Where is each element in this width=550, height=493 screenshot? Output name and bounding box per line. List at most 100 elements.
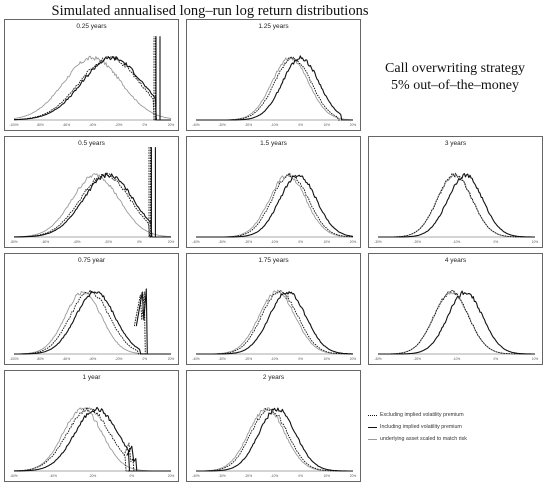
panel-title: 0.75 year — [77, 257, 106, 264]
series-line-und — [13, 407, 171, 472]
x-tick-label: -80% — [10, 240, 18, 244]
panel-plot: -30% -20% -10% 0% 10% — [374, 289, 538, 361]
x-tick-label: -10% — [271, 240, 279, 244]
panel-1-year: -60% -40% -20% 0% 20% 1 year — [4, 370, 179, 482]
x-tick-label: 0% — [298, 240, 303, 244]
series-line-excl — [378, 172, 535, 238]
series-line-und — [196, 173, 353, 238]
x-tick-label: 0% — [143, 357, 148, 361]
series-line-excl — [196, 56, 353, 121]
panel-plot: -30% -20% -10% 0% 10% — [374, 172, 539, 244]
strategy-line-2: 5% out–of–the–money — [391, 78, 519, 93]
panel-4-years: -30% -20% -10% 0% 10% 4 years — [368, 253, 543, 365]
x-tick-label: -40% — [192, 357, 200, 361]
x-tick-label: -40% — [89, 123, 97, 127]
legend-item: Excluding implied volatility premium — [368, 409, 548, 421]
series-line-excl — [196, 289, 353, 355]
x-tick-label: 20% — [350, 123, 357, 127]
x-tick-label: 10% — [324, 357, 331, 361]
series-line-incl — [14, 288, 171, 355]
series-line-und — [196, 407, 353, 472]
x-tick-label: -10% — [271, 123, 279, 127]
x-tick-label: -20% — [115, 357, 123, 361]
legend-label: Including implied volatility premium — [380, 424, 462, 430]
x-tick-label: 10% — [324, 123, 331, 127]
x-tick-label: 0% — [137, 240, 142, 244]
x-tick-label: 20% — [168, 474, 175, 478]
panel-0-5-years: -80% -60% -40% -20% 0% 20% 0.5 years — [4, 136, 179, 248]
series-line-excl — [14, 406, 171, 472]
x-tick-label: -40% — [192, 123, 200, 127]
series-line-excl — [13, 36, 171, 121]
series-line-excl — [378, 289, 535, 355]
legend-item: Including implied volatility premium — [368, 421, 548, 433]
panel-plot: -40% -30% -20% -10% 0% 10% 20% — [192, 55, 357, 127]
x-tick-label: 0% — [298, 357, 303, 361]
x-tick-label: -30% — [218, 240, 226, 244]
x-tick-label: -20% — [245, 357, 253, 361]
series-line-und — [14, 173, 171, 238]
panel-plot: -60% -40% -20% 0% 20% — [10, 406, 175, 478]
legend-item: underlying asset scaled to match risk — [368, 433, 548, 445]
x-tick-label: -30% — [218, 123, 226, 127]
x-tick-label: -20% — [104, 240, 112, 244]
series-line-incl — [13, 406, 171, 472]
x-tick-label: 20% — [168, 123, 175, 127]
x-tick-label: -20% — [414, 240, 422, 244]
x-tick-label: -20% — [245, 123, 253, 127]
x-tick-label: 10% — [532, 240, 539, 244]
legend-swatch — [368, 426, 377, 428]
series-line-excl — [196, 172, 353, 238]
x-tick-label: 10% — [324, 474, 331, 478]
strategy-line-1: Call overwriting strategy — [385, 61, 525, 76]
series-line-und — [196, 56, 353, 121]
x-tick-label: -60% — [63, 357, 71, 361]
x-tick-label: -60% — [42, 240, 50, 244]
series-line-excl — [14, 289, 171, 355]
x-tick-label: -40% — [89, 357, 97, 361]
panel-title: 1 year — [82, 374, 101, 381]
legend-swatch — [368, 414, 377, 416]
x-tick-label: -20% — [414, 357, 422, 361]
series-line-und — [13, 55, 172, 119]
x-tick-label: -60% — [10, 474, 18, 478]
series-line-incl — [378, 173, 535, 238]
panel-0-75-year: -100% -80% -60% -40% -20% 0% 20% 0.75 year — [4, 253, 179, 365]
panel-plot: -40% -30% -20% -10% 0% 10% 20% — [192, 289, 357, 361]
panel-1-5-years: -40% -30% -20% -10% 0% 10% 20% 1.5 years — [186, 136, 361, 248]
panel-title: 0.5 years — [78, 140, 105, 147]
panel-plot: -80% -60% -40% -20% 0% 20% — [10, 147, 174, 244]
legend-label: underlying asset scaled to match risk — [380, 436, 467, 442]
x-tick-label: -100% — [9, 123, 18, 127]
series-line-incl — [196, 291, 353, 355]
x-tick-label: -40% — [73, 240, 81, 244]
x-tick-label: -40% — [192, 240, 200, 244]
x-tick-label: -20% — [115, 123, 123, 127]
x-tick-label: -10% — [453, 357, 461, 361]
x-tick-label: -30% — [374, 240, 382, 244]
chart-title: Simulated annualised long–run log return… — [51, 3, 369, 19]
panel-1-25-years: -40% -30% -20% -10% 0% 10% 20% 1.25 years — [186, 19, 361, 131]
x-tick-label: -30% — [218, 474, 226, 478]
x-tick-label: -10% — [453, 240, 461, 244]
x-tick-label: 20% — [350, 357, 357, 361]
x-tick-label: 0% — [129, 474, 134, 478]
x-tick-label: -40% — [192, 474, 200, 478]
strategy-label: Call overwriting strategy 5% out–of–the–… — [375, 60, 535, 94]
panel-plot: -40% -30% -20% -10% 0% 10% 20% — [192, 407, 357, 478]
x-tick-label: -30% — [374, 357, 382, 361]
panel-2-years: -40% -30% -20% -10% 0% 10% 20% 2 years — [186, 370, 361, 482]
x-tick-label: 20% — [168, 357, 175, 361]
x-tick-label: 0% — [493, 357, 498, 361]
series-line-incl — [14, 147, 171, 238]
x-tick-label: 0% — [493, 240, 498, 244]
x-tick-label: 0% — [298, 474, 303, 478]
panel-title: 0.25 years — [76, 23, 107, 30]
series-line-incl — [14, 36, 171, 121]
panel-3-years: -30% -20% -10% 0% 10% 3 years — [368, 136, 543, 248]
series-line-incl — [196, 55, 353, 121]
x-tick-label: 20% — [350, 474, 357, 478]
panel-plot: -100% -80% -60% -40% -20% 0% 20% — [9, 36, 175, 127]
panel-title: 1.75 years — [258, 257, 289, 264]
x-tick-label: -10% — [271, 357, 279, 361]
